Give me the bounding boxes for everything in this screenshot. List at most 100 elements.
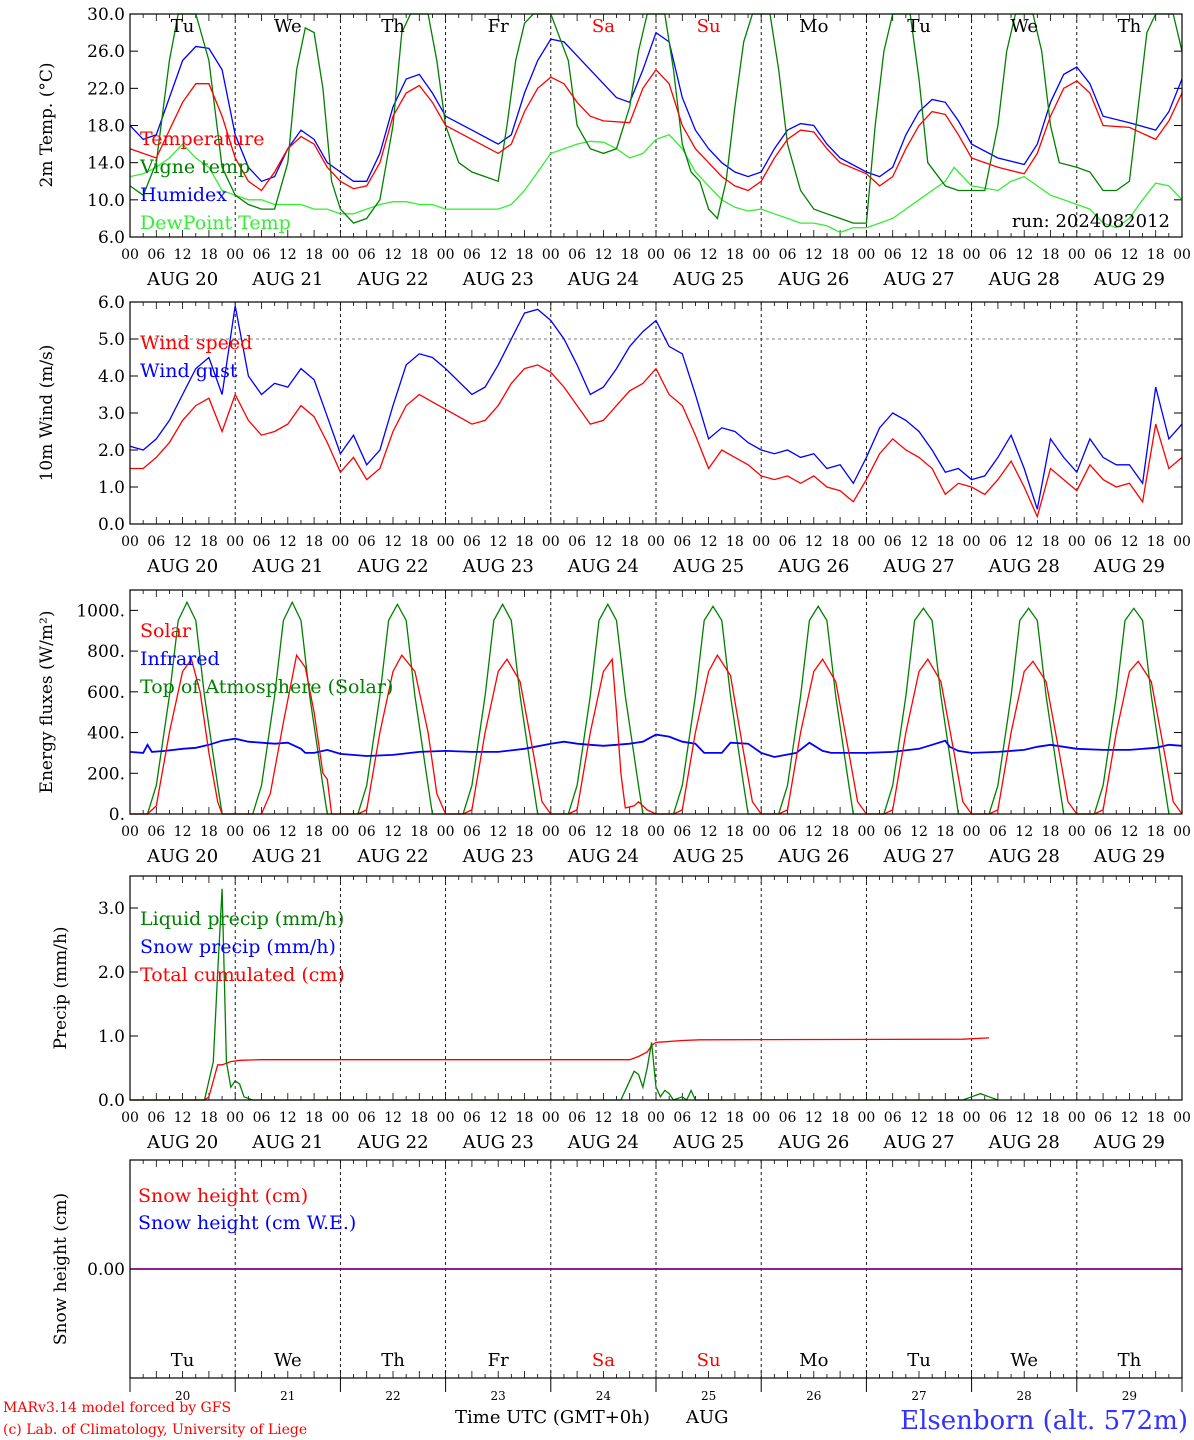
y-axis-label: 10m Wind (m/s)	[37, 345, 57, 482]
legend-label-2: Snow height (cm W.E.)	[138, 1212, 356, 1234]
legend-label-1: Liquid precip (mm/h)	[140, 908, 344, 930]
weekday-label-bottom: Fr	[488, 1350, 509, 1371]
bottom-day-axis: Tu 20 We 21 Th 22 Fr 23 Sa 24 Su 25 Mo 26 Tu 27 We 28 Th 29	[129, 1350, 1183, 1403]
credit-line-2: (c) Lab. of Climatology, University of L…	[3, 1422, 307, 1438]
hour-tick-label: 18	[200, 824, 218, 840]
hour-tick-label: 12	[1120, 247, 1138, 263]
hour-tick-label: 06	[253, 247, 271, 263]
date-label: AUG 26	[777, 1132, 849, 1153]
hour-tick-label: 12	[384, 1110, 402, 1126]
hour-tick-label: 06	[673, 247, 691, 263]
y-axis-label: Snow height (cm)	[51, 1193, 71, 1345]
y-axis-label: Energy fluxes (W/m²)	[37, 611, 57, 794]
date-label: AUG 22	[356, 556, 428, 577]
hour-tick-label: 00	[331, 824, 349, 840]
hour-tick-label: 18	[516, 824, 534, 840]
series-line-2	[129, 305, 1183, 510]
hour-tick-label: 00	[752, 534, 770, 550]
hour-tick-label: 12	[910, 534, 928, 550]
weekday-label-bottom: Th	[1118, 1350, 1142, 1371]
day-number-label: 24	[596, 1389, 612, 1403]
hour-tick-label: 18	[516, 1110, 534, 1126]
date-label: AUG 20	[146, 846, 218, 867]
hour-tick-label: 06	[673, 824, 691, 840]
date-label: AUG 27	[882, 846, 954, 867]
hour-tick-label: 06	[1094, 534, 1112, 550]
hour-tick-label: 18	[1042, 824, 1060, 840]
hour-tick-label: 00	[857, 534, 875, 550]
credit-line-1: MARv3.14 model forced by GFS	[3, 1400, 231, 1416]
hour-tick-label: 00	[226, 534, 244, 550]
hour-tick-label: 06	[989, 1110, 1007, 1126]
date-label: AUG 23	[462, 269, 534, 290]
hour-tick-label: 12	[805, 247, 823, 263]
hour-tick-label: 18	[726, 247, 744, 263]
y-tick-label: 22.0	[87, 79, 125, 99]
hour-tick-label: 06	[568, 1110, 586, 1126]
y-tick-label: 6.0	[98, 293, 125, 313]
weekday-label-top: Tu	[171, 16, 195, 37]
hour-tick-label: 18	[410, 824, 428, 840]
hour-tick-label: 06	[884, 1110, 902, 1126]
hour-tick-label: 12	[1120, 824, 1138, 840]
date-label: AUG 23	[462, 556, 534, 577]
hour-tick-label: 00	[226, 247, 244, 263]
day-number-label: 26	[806, 1389, 821, 1403]
day-number-label: 21	[280, 1389, 295, 1403]
hour-tick-label: 12	[594, 247, 612, 263]
hour-tick-label: 12	[1015, 247, 1033, 263]
day-number-label: 25	[701, 1389, 716, 1403]
hour-tick-label: 12	[384, 534, 402, 550]
hour-tick-label: 18	[831, 247, 849, 263]
hour-tick-label: 18	[621, 247, 639, 263]
hour-tick-label: 00	[226, 824, 244, 840]
y-tick-label: 10.0	[87, 191, 125, 211]
day-number-label: 20	[175, 1389, 190, 1403]
chart-panel-4: 3.0 2.0 1.0 0.0 Precip (mm/h) Liquid precip (…	[51, 875, 1191, 1153]
plot-frame	[129, 301, 1183, 525]
hour-tick-label: 12	[594, 824, 612, 840]
day-number-label: 28	[1017, 1389, 1032, 1403]
hour-tick-label: 00	[121, 824, 139, 840]
hour-tick-label: 00	[226, 1110, 244, 1126]
hour-tick-label: 12	[805, 534, 823, 550]
day-number-label: 27	[911, 1389, 926, 1403]
hour-tick-label: 18	[621, 534, 639, 550]
hour-tick-label: 12	[174, 247, 192, 263]
chart-panel-5: 0.00 Snow height (cm) Snow height (cm) Snow…	[51, 1159, 1183, 1379]
hour-tick-label: 18	[410, 247, 428, 263]
weekday-label-bottom: Sa	[592, 1350, 615, 1371]
legend-label-1: Temperature	[140, 128, 264, 150]
chart-panel-3: 1000. 800. 600. 400. 200. 0. Energy fluxes (W/…	[37, 589, 1191, 867]
date-label: AUG 27	[882, 269, 954, 290]
series-line-4	[129, 134, 1183, 234]
hour-tick-label: 00	[542, 1110, 560, 1126]
date-label: AUG 25	[672, 1132, 744, 1153]
day-number-label: 29	[1122, 1389, 1137, 1403]
hour-tick-label: 00	[647, 247, 665, 263]
weekday-label-top: Tu	[907, 16, 931, 37]
hour-tick-label: 00	[1068, 824, 1086, 840]
hour-tick-label: 18	[936, 247, 954, 263]
hour-tick-label: 00	[542, 534, 560, 550]
date-label: AUG 22	[356, 269, 428, 290]
hour-tick-label: 12	[805, 1110, 823, 1126]
weekday-label-top: Mo	[799, 16, 828, 37]
hour-tick-label: 12	[1015, 534, 1033, 550]
hour-tick-label: 00	[121, 247, 139, 263]
footer: MARv3.14 model forced by GFS (c) Lab. of…	[3, 1400, 1188, 1438]
date-label: AUG 26	[777, 269, 849, 290]
hour-tick-label: 18	[1042, 534, 1060, 550]
hour-tick-label: 18	[621, 1110, 639, 1126]
hour-tick-label: 06	[1094, 247, 1112, 263]
legend-label-4: DewPoint Temp	[140, 212, 291, 234]
date-label: AUG 27	[882, 556, 954, 577]
legend-label-2: Wind gust	[140, 360, 238, 382]
legend-label-1: Solar	[140, 620, 192, 642]
hour-tick-label: 00	[647, 534, 665, 550]
hour-tick-label: 12	[1015, 824, 1033, 840]
hour-tick-label: 00	[437, 247, 455, 263]
hour-tick-label: 18	[305, 1110, 323, 1126]
hour-tick-label: 00	[1173, 1110, 1191, 1126]
